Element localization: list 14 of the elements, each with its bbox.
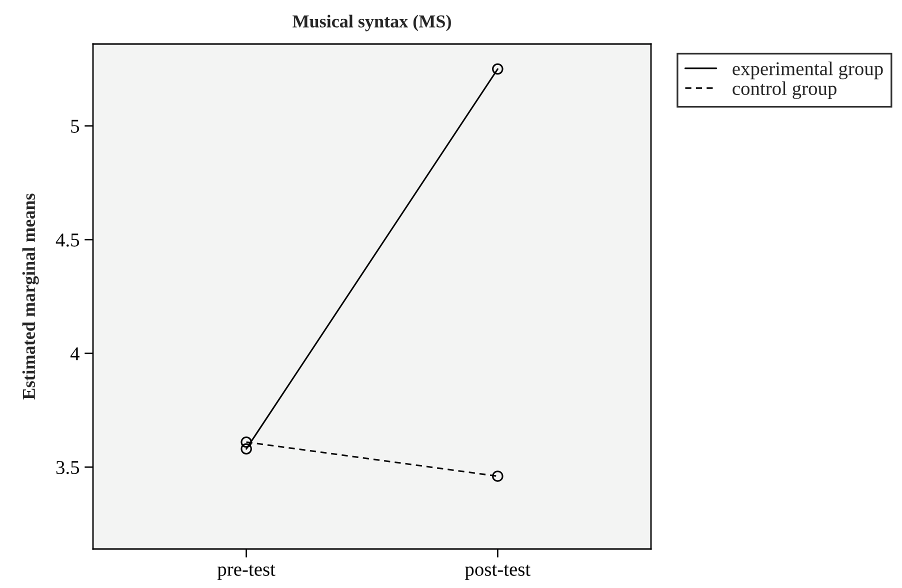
point <box>240 443 252 455</box>
y-axis-title: Estimated marginal means <box>22 194 39 400</box>
x-tick-label: post-test <box>465 564 531 580</box>
legend-label: control group <box>732 81 836 100</box>
point <box>492 63 504 75</box>
y-tick-label: 4 <box>70 347 80 360</box>
chart-title: Musical syntax (MS) <box>292 14 451 32</box>
point <box>492 470 504 482</box>
legend-label: experimental group <box>732 62 883 80</box>
y-tick-label: 4.5 <box>56 234 80 247</box>
y-tick-label: 5 <box>71 120 80 133</box>
x-tick-label: pre-test <box>217 564 276 580</box>
point <box>240 436 252 448</box>
y-tick-label: 3.5 <box>56 460 80 474</box>
